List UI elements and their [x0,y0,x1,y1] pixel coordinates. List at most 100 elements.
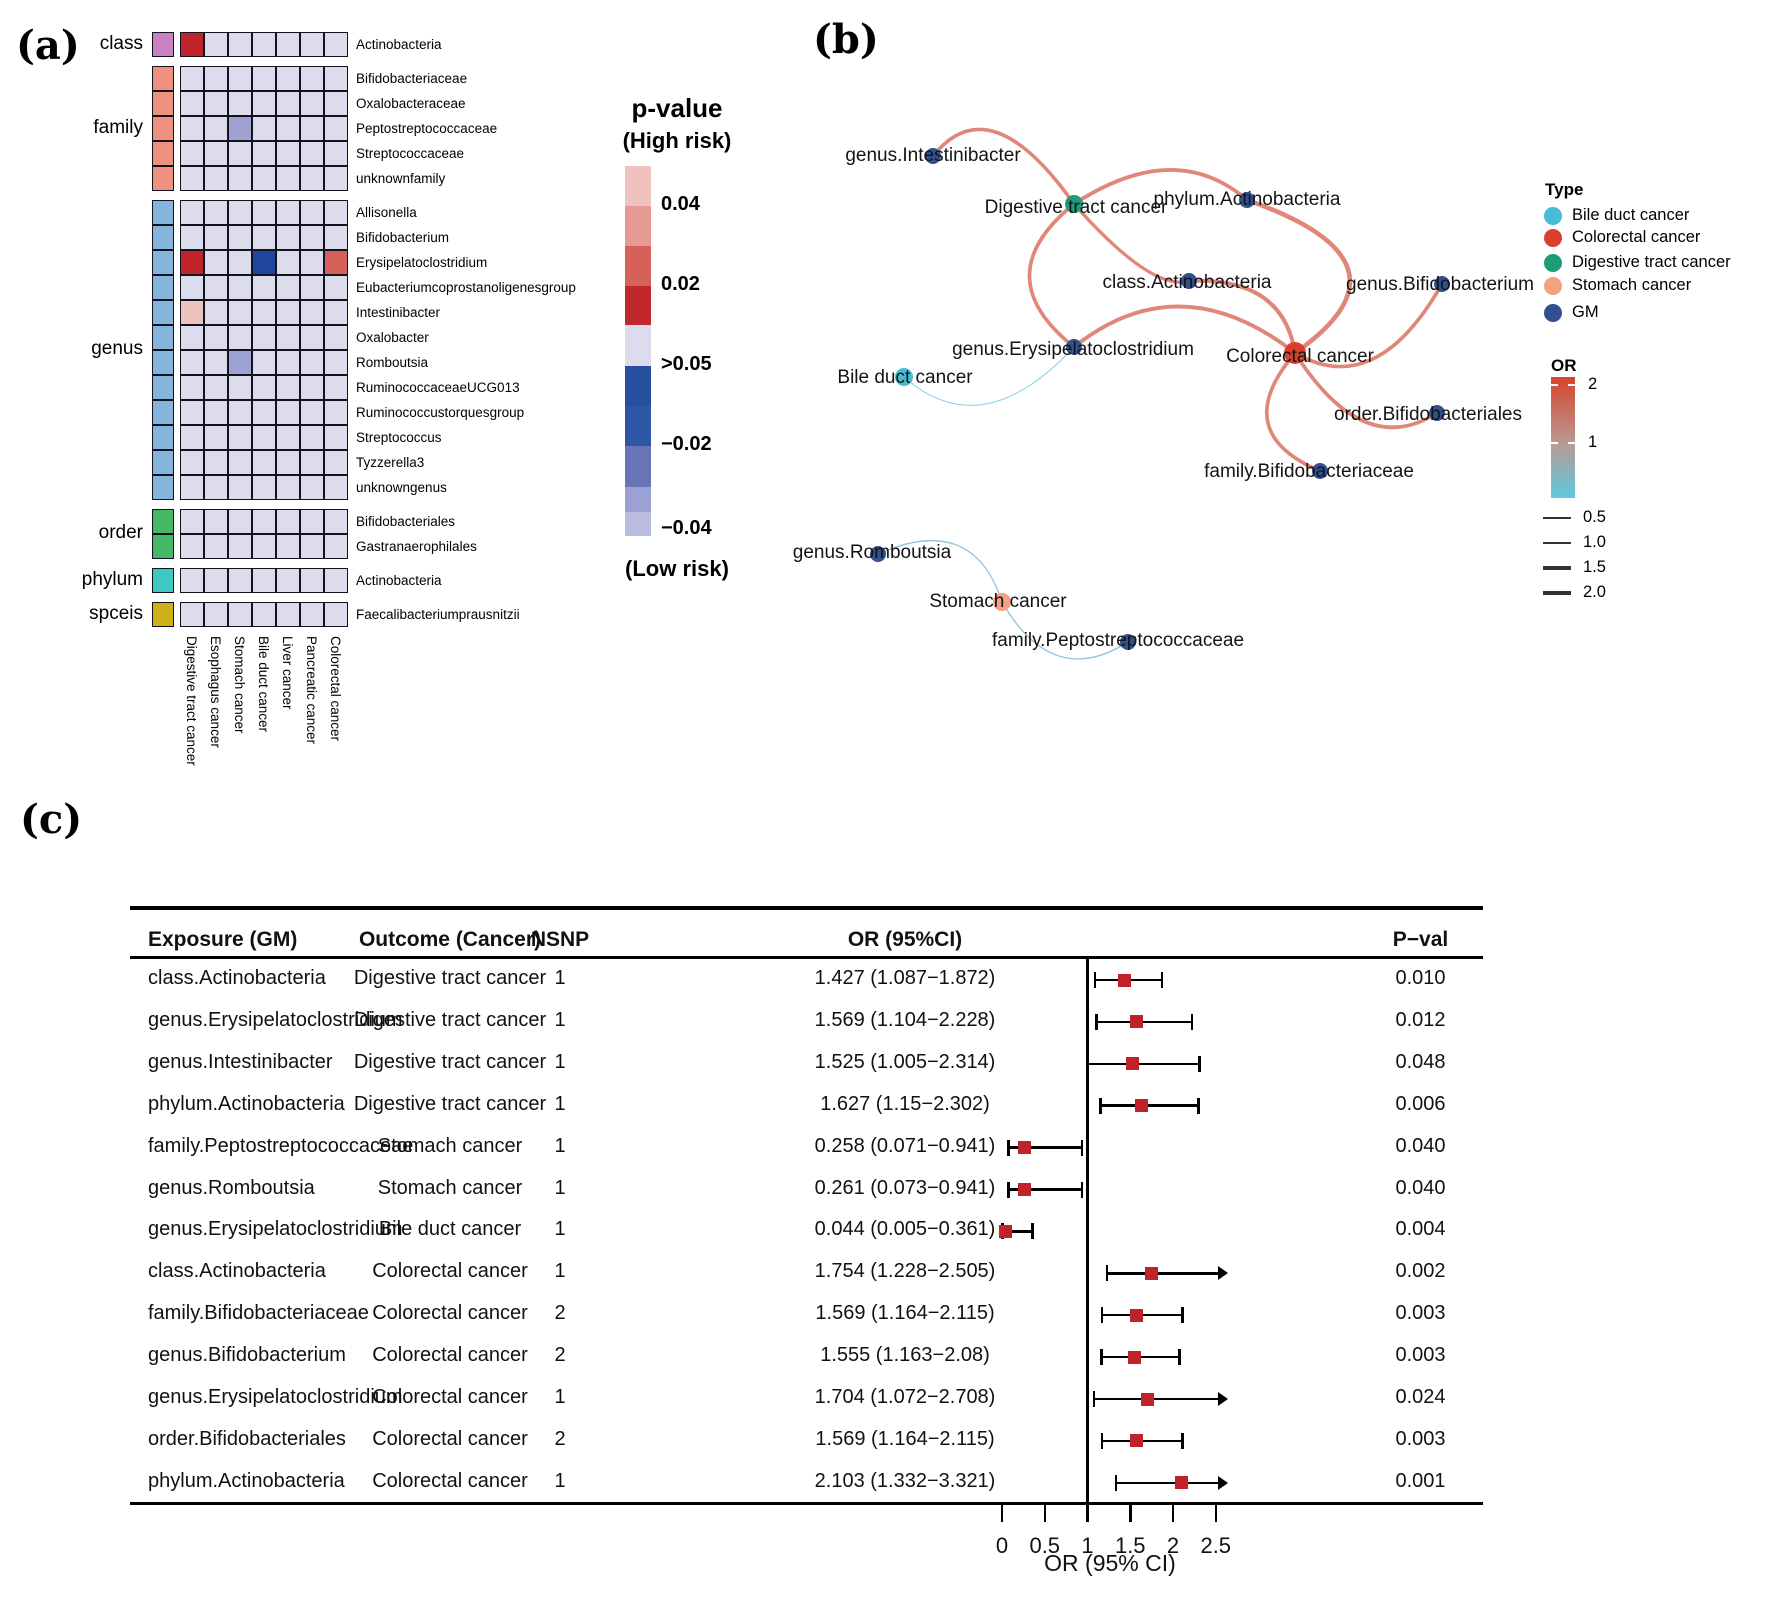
heatmap-row-label: unknownfamily [356,170,446,186]
forest-ci-bar [1106,1272,1220,1275]
network-node-clas [1181,273,1197,289]
heatmap-annotation-order [152,509,174,534]
network-legend-or-tickmark [1568,384,1575,386]
network-edge-intest-dig [931,127,1076,206]
heatmap-row-label: Erysipelatoclostridium [356,254,488,270]
heatmap-cell [204,200,228,225]
table-cell-outcome: Colorectal cancer [372,1260,528,1283]
heatmap-row-label: Actinobacteria [356,572,442,588]
heatmap-cell [324,534,348,559]
network-legend-or-tick-label: 1 [1588,433,1598,451]
forest-ci-cap-left [1114,1474,1118,1491]
network-legend-type-label: GM [1572,303,1599,321]
table-cell-pval: 0.004 [1395,1218,1446,1241]
heatmap-cell [324,568,348,593]
heatmap-cell [180,32,204,57]
heatmap-annotation-genus [152,250,174,275]
heatmap-row-label: Eubacteriumcoprostanoligenesgroup [356,279,576,295]
forest-or-marker [1017,1141,1031,1155]
heatmap-cell [180,509,204,534]
table-rule-top [130,906,1483,910]
heatmap-row-label: Bifidobacterium [356,229,450,245]
table-cell-or: 1.754 (1.228−2.505) [814,1260,996,1283]
forest-axis-tick-label: 1.5 [1114,1533,1146,1558]
table-cell-pval: 0.010 [1395,967,1446,989]
table-cell-outcome: Digestive tract cancer [353,1008,547,1031]
heatmap-cell [180,400,204,425]
pvalue-legend-swatch [625,246,651,286]
forest-axis-tick-label: 2 [1166,1533,1180,1558]
heatmap-row-label: Bifidobacteriaceae [356,70,468,86]
network-node-label-pept: family.Peptostreptococcaceae [992,630,1244,651]
heatmap-cell [276,425,300,450]
heatmap-cell [180,450,204,475]
network-legend-type-swatch [1544,229,1562,247]
network-node-label-romb: genus.Romboutsia [793,542,952,563]
heatmap-cell [276,250,300,275]
heatmap-cell [228,200,252,225]
heatmap-cell [300,400,324,425]
table-cell-or: 0.044 (0.005−0.361) [814,1218,996,1241]
pvalue-legend-highrisk-label: (High risk) [622,128,732,153]
pvalue-legend-tick-label: −0.04 [661,517,712,539]
heatmap-cell [180,141,204,166]
heatmap-cell [180,425,204,450]
network-node-crc [1284,342,1306,364]
table-cell-outcome: Colorectal cancer [372,1427,528,1450]
heatmap-cell [204,509,228,534]
table-cell-or: 1.525 (1.005−2.314) [814,1050,996,1073]
forest-ci-cap-right [1181,1432,1184,1449]
forest-axis-tick-label: 0.5 [1029,1533,1061,1558]
table-cell-exposure: genus.Erysipelatoclostridium [148,1386,403,1408]
forest-axis-tick [1171,1502,1175,1522]
table-cell-pval: 0.003 [1395,1344,1446,1367]
heatmap-cell [324,325,348,350]
network-node-label-bile: Bile duct cancer [837,367,973,388]
table-cell-nsnp: 1 [554,1218,566,1241]
network-edge-fbif-crc [1264,351,1322,473]
pvalue-legend-title: p-value [631,93,723,123]
forest-axis-tick [1043,1502,1046,1522]
heatmap-cell [300,509,324,534]
network-legend-or-tick-label: 2 [1588,375,1598,393]
forest-or-marker [1125,1057,1139,1071]
forest-ci-cap-right [1031,1223,1034,1240]
heatmap-cell [300,200,324,225]
heatmap-cell [180,375,204,400]
pvalue-legend-swatch [625,286,651,325]
network-node-label-crc: Colorectal cancer [1226,346,1375,367]
forest-ci-cap-left [1099,1097,1102,1114]
heatmap-cell [252,32,276,57]
forest-axis-tick-label: 2.5 [1200,1533,1232,1558]
heatmap-annotation-genus [152,225,174,250]
forest-ci-arrow [1218,1392,1229,1406]
network-node-stom [993,593,1011,611]
forest-table-panel: OR (95% CI) Exposure (GM) Outcome (Cancer… [0,890,1772,1604]
table-cell-or: 1.427 (1.087−1.872) [814,967,996,989]
heatmap-cell [204,450,228,475]
heatmap-cell [252,568,276,593]
network-node-label-dig: Digestive tract cancer [985,197,1168,218]
heatmap-cell [300,225,324,250]
heatmap-cell [252,66,276,91]
forest-ci-cap-left [1100,1349,1103,1366]
forest-or-marker [1129,1015,1143,1029]
forest-ci-cap-left [1105,1265,1109,1282]
heatmap-cell [324,400,348,425]
forest-or-marker [1129,1308,1143,1322]
heatmap-cell [252,141,276,166]
table-cell-nsnp: 2 [554,1302,566,1325]
heatmap-cell [180,166,204,191]
network-node-obif [1429,405,1445,421]
heatmap-cell [252,116,276,141]
panel-a-label: (a) [16,22,80,69]
network-node-label-erys: genus.Erysipelatoclostridium [952,339,1194,360]
table-cell-nsnp: 1 [554,1386,566,1408]
forest-ci-arrow [1218,1266,1229,1281]
heatmap-cell [324,509,348,534]
forest-or-marker [1117,973,1131,987]
pvalue-legend-tick-label: −0.02 [661,433,712,455]
heatmap-row-label: Peptostreptococcaceae [356,120,498,136]
table-cell-outcome: Bile duct cancer [378,1218,522,1241]
heatmap-annotation-family [152,141,174,166]
